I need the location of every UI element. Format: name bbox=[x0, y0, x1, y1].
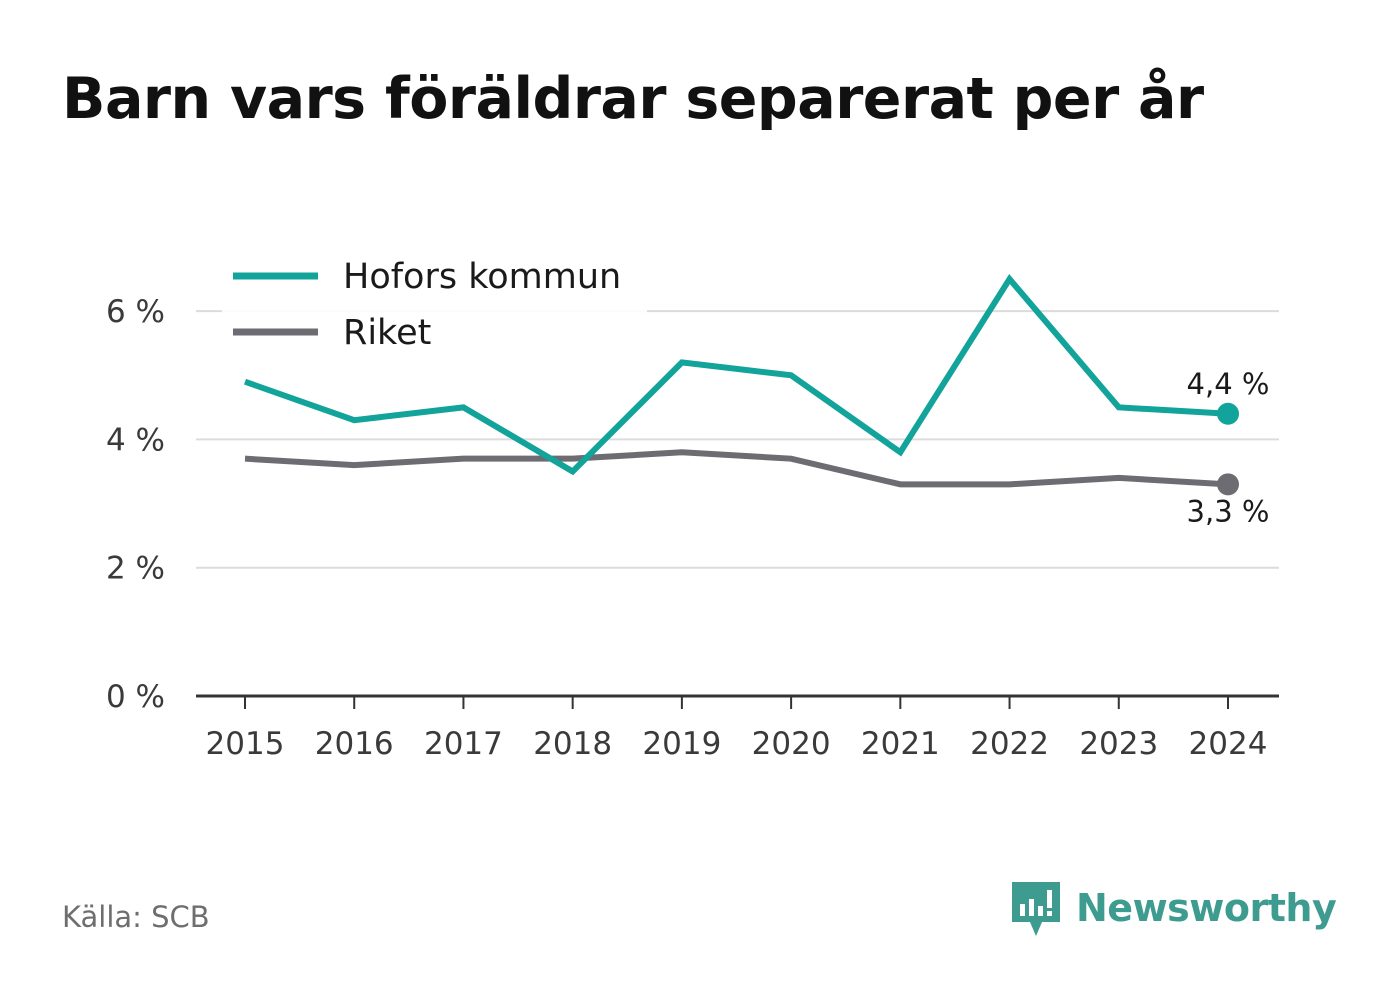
legend-label: Hofors kommun bbox=[343, 257, 621, 297]
x-axis: 2015 2016 2017 2018 2019 2020 2021 2022 2023 2024 bbox=[196, 694, 1279, 762]
x-tick-label: 2015 bbox=[206, 726, 285, 762]
legend-background bbox=[222, 248, 647, 368]
chart-title: Barn vars föräldrar separerat per år bbox=[62, 66, 1204, 132]
series-line-hofors bbox=[244, 274, 1229, 476]
brand-logo[interactable]: Newsworthy bbox=[1010, 878, 1337, 938]
x-tick-label: 2023 bbox=[1079, 726, 1158, 762]
brand-name: Newsworthy bbox=[1076, 886, 1337, 930]
x-tick-label: 2017 bbox=[424, 726, 503, 762]
newsworthy-logo-icon bbox=[1012, 882, 1060, 936]
x-tick-label: 2018 bbox=[533, 726, 612, 762]
y-tick-label: 4 % bbox=[106, 422, 165, 458]
x-tick-label: 2022 bbox=[970, 726, 1049, 762]
end-point-marker bbox=[1217, 402, 1239, 425]
end-value-label-riket: 3,3 % bbox=[1187, 494, 1270, 528]
y-axis-ticks: 0 % 2 % 4 % 6 % bbox=[106, 294, 165, 715]
y-tick-label: 0 % bbox=[106, 679, 165, 715]
series-lines bbox=[244, 274, 1239, 496]
series-line-riket bbox=[244, 449, 1229, 488]
x-tick-label: 2019 bbox=[642, 726, 721, 762]
y-tick-label: 6 % bbox=[106, 294, 165, 330]
x-tick-label: 2024 bbox=[1189, 726, 1268, 762]
x-tick-label: 2020 bbox=[752, 726, 831, 762]
source-note: Källa: SCB bbox=[62, 900, 210, 934]
end-point-marker bbox=[1217, 473, 1239, 496]
y-tick-label: 2 % bbox=[106, 551, 165, 587]
x-tick-label: 2021 bbox=[861, 726, 940, 762]
x-tick-label: 2016 bbox=[315, 726, 394, 762]
legend-label: Riket bbox=[343, 313, 431, 353]
end-labels: 4,4 % 3,3 % bbox=[1187, 367, 1270, 529]
legend: Hofors kommun Riket bbox=[222, 248, 647, 368]
end-value-label-hofors: 4,4 % bbox=[1187, 367, 1270, 401]
